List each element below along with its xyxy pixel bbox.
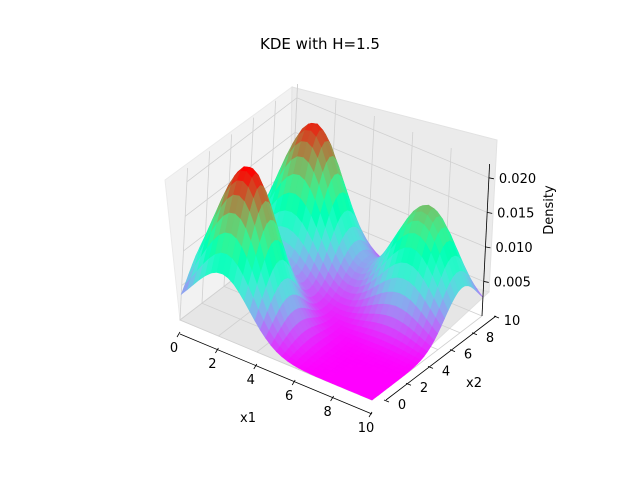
density-tick-label: 0.015 [497, 206, 534, 221]
surface-mesh [180, 122, 484, 401]
density-tick-mark [488, 177, 494, 180]
x1-tick-mark [330, 395, 334, 402]
density-tick-mark [485, 246, 491, 249]
density-tick-mark [487, 211, 493, 214]
x2-tick-mark [427, 366, 434, 369]
x2-tick-label: 10 [504, 314, 521, 329]
x2-tick-label: 8 [486, 331, 494, 346]
x1-axis-label: x1 [240, 411, 256, 426]
axis-lines [179, 163, 497, 415]
x2-tick-mark [405, 382, 412, 386]
x2-tick-mark [493, 315, 500, 319]
surface-cell [365, 394, 376, 401]
x2-tick-mark [449, 349, 456, 352]
grid-line [186, 97, 490, 183]
x2-tick-mark [471, 332, 478, 336]
x1-tick-label: 8 [323, 405, 331, 420]
grid-line [184, 131, 488, 217]
density-tick-mark [483, 281, 489, 283]
x2-tick-label: 0 [398, 398, 406, 413]
x1-axis-line [179, 333, 373, 415]
x1-tick-label: 4 [247, 373, 255, 388]
x1-tick-mark [368, 411, 373, 418]
x1-tick-mark [253, 363, 258, 370]
density-ticks: 0.005 0.010 0.015 0.020 [483, 172, 536, 290]
x2-tick-mark [383, 399, 390, 403]
chart-title: KDE with H=1.5 [260, 35, 380, 53]
x1-tick-mark [291, 379, 296, 386]
density-axis-label: Density [542, 185, 557, 235]
x1-tick-label: 6 [285, 389, 293, 404]
x1-tick-mark [176, 331, 181, 338]
density-tick-label: 0.020 [499, 172, 536, 187]
x2-axis-label: x2 [466, 376, 482, 391]
x2-axis-line [385, 315, 497, 401]
x1-tick-label: 2 [208, 357, 216, 372]
x1-tick-mark [215, 347, 219, 354]
x2-tick-label: 4 [442, 364, 450, 379]
grid-line [201, 151, 210, 304]
density-tick-label: 0.010 [495, 241, 532, 256]
x2-tick-label: 6 [464, 348, 472, 363]
density-axis-line [481, 163, 490, 317]
x1-tick-label: 0 [170, 341, 178, 356]
x1-tick-label: 10 [358, 421, 375, 436]
x1-ticks: 0 2 4 6 8 10 [170, 331, 375, 436]
density-tick-label: 0.005 [494, 275, 531, 290]
x2-tick-label: 2 [420, 381, 428, 396]
